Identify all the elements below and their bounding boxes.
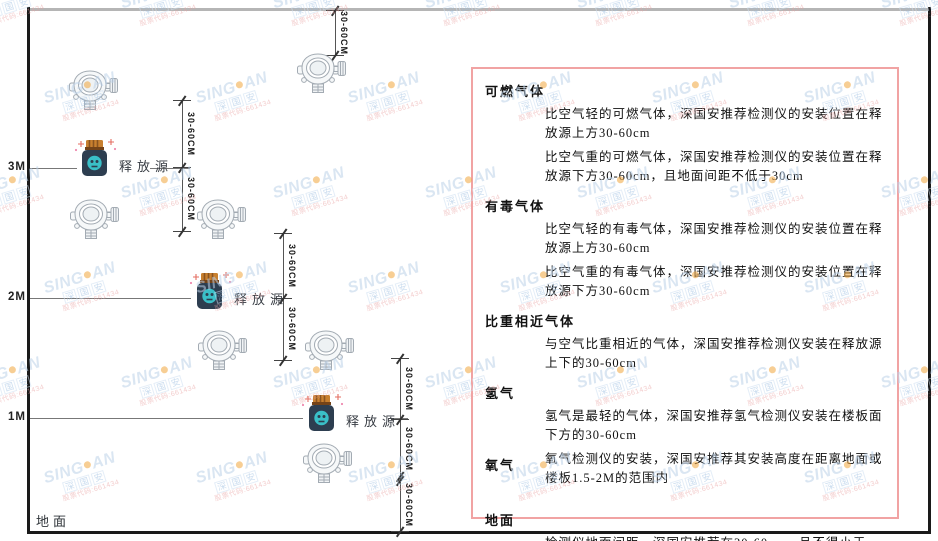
panel-section: 有毒气体比空气轻的有毒气体，深国安推荐检测仪的安装位置在释放源上方30-60cm… <box>483 196 883 301</box>
left-wall-line <box>27 7 30 534</box>
height-label: 3M <box>8 161 26 173</box>
section-heading: 氧气 <box>485 458 516 473</box>
section-heading: 有毒气体 <box>485 199 546 214</box>
section-heading: 可燃气体 <box>485 84 546 99</box>
section-paragraph: 比空气轻的有毒气体，深国安推荐检测仪的安装位置在释放源上方30-60cm <box>545 222 883 255</box>
section-heading: 氢气 <box>485 386 516 401</box>
panel-section: 可燃气体比空气轻的可燃气体，深国安推荐检测仪的安装位置在释放源上方30-60cm… <box>483 81 883 186</box>
dimension-label: 30-60CM <box>404 366 414 411</box>
dimension-label: 30-60CM <box>186 176 196 221</box>
dimension-chain: 30-60CM 30-60CM 30-60CM <box>391 353 414 538</box>
reference-line <box>30 168 77 169</box>
right-wall-line <box>928 7 931 534</box>
dimension-line <box>335 10 336 55</box>
panel-section: 比重相近气体与空气比重相近的气体，深国安推荐检测仪安装在释放源上下的30-60c… <box>483 311 883 373</box>
release-source-icon <box>74 139 117 176</box>
dimension-label: 30-60CM <box>186 111 196 156</box>
ground-line <box>27 531 931 534</box>
gas-detector-icon <box>297 53 346 93</box>
dimension-label: 30-60CM <box>404 426 414 471</box>
release-source-label: 释放源 <box>234 292 289 307</box>
section-heading: 地面 <box>485 513 516 528</box>
panel-section: 氢气氢气是最轻的气体，深国安推荐氢气检测仪安装在楼板面下方的30-60cm <box>483 383 883 445</box>
height-label: 2M <box>8 291 26 303</box>
dimension-label: 30-60CM <box>339 10 349 55</box>
panel-section: 氧气 氧气检测仪的安装，深国安推荐其安装高度在距离地面或楼板1.5-2M的范围内 <box>483 450 883 488</box>
dimension-chain: 30-60CM <box>326 5 349 62</box>
ground-label: 地面 <box>36 514 71 529</box>
section-paragraph: 比空气重的可燃气体，深国安推荐检测仪的安装位置在释放源下方30-60cm，且地面… <box>545 150 883 183</box>
section-paragraph: 氧气检测仪的安装，深国安推荐其安装高度在距离地面或楼板1.5-2M的范围内 <box>545 452 883 485</box>
dimension-line <box>400 358 401 531</box>
section-heading: 比重相近气体 <box>485 314 576 329</box>
reference-line <box>30 298 191 299</box>
release-source-icon <box>189 272 232 309</box>
release-source-label: 释放源 <box>119 159 174 174</box>
dimension-chain: 30-60CM 30-60CM <box>274 228 297 367</box>
reference-line <box>30 418 303 419</box>
section-paragraph: 氢气是最轻的气体，深国安推荐氢气检测仪安装在楼板面下方的30-60cm <box>545 409 883 442</box>
release-source-label: 释放源 <box>346 414 401 429</box>
gas-detector-icon <box>303 443 352 483</box>
reference-line <box>150 168 190 169</box>
section-paragraph: 与空气比重相近的气体，深国安推荐检测仪安装在释放源上下的30-60cm <box>545 337 883 370</box>
ceiling-line <box>27 8 931 11</box>
section-paragraph: 比空气重的有毒气体，深国安推荐检测仪的安装位置在释放源下方30-60cm <box>545 265 883 298</box>
release-source-icon <box>301 394 344 431</box>
dimension-chain: 30-60CM 30-60CM <box>173 95 196 238</box>
panel-section: 地面检测仪地面间距，深国安推荐在30-60cm，且不得小于30cm，因为过低容易… <box>483 510 883 541</box>
info-panel: 可燃气体比空气轻的可燃气体，深国安推荐检测仪的安装位置在释放源上方30-60cm… <box>471 67 899 541</box>
section-paragraph: 检测仪地面间距，深国安推荐在30-60cm，且不得小于30cm，因为过低容易水溅… <box>545 534 883 541</box>
gas-detector-icon <box>197 199 246 239</box>
dimension-label: 30-60CM <box>287 306 297 351</box>
dimension-label: 30-60CM <box>404 482 414 527</box>
dimension-label: 30-60CM <box>287 243 297 288</box>
gas-detector-icon <box>70 199 119 239</box>
gas-detector-icon <box>69 70 118 110</box>
gas-detector-icon <box>305 330 354 370</box>
gas-detector-icon <box>198 330 247 370</box>
section-paragraph: 比空气轻的可燃气体，深国安推荐检测仪的安装位置在释放源上方30-60cm <box>545 107 883 140</box>
height-label: 1M <box>8 411 26 423</box>
